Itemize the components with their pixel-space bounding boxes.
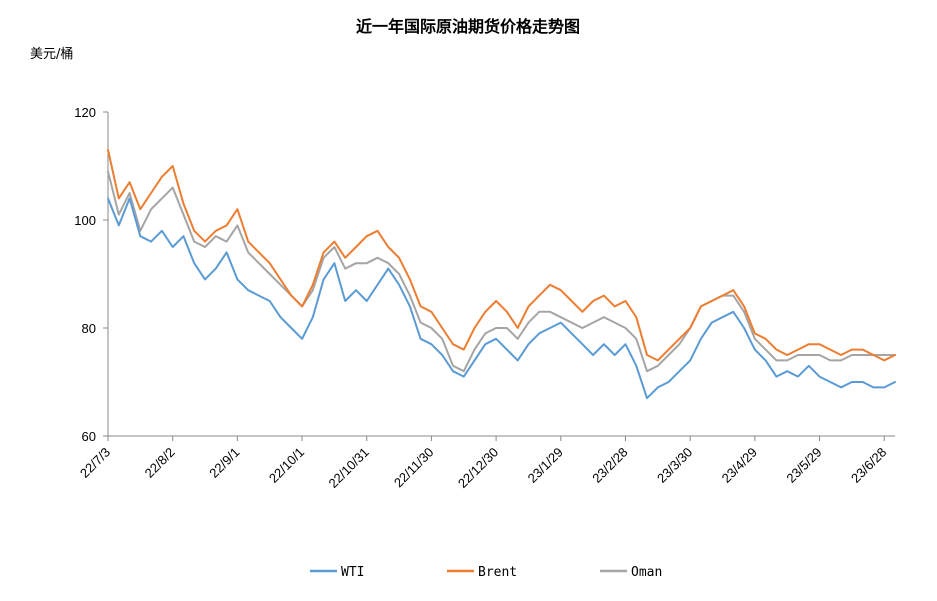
series-line-oman: [107, 170, 896, 373]
legend: WTI Brent Oman: [310, 565, 662, 580]
y-axis-unit-label: 美元/桶: [30, 47, 73, 62]
legend-label-brent: Brent: [478, 565, 517, 580]
x-tick-label-11: 23/5/29: [783, 445, 824, 486]
y-tick-label-3: 120: [74, 105, 96, 120]
x-tick-label-12: 23/6/28: [848, 445, 889, 486]
y-tick-label-1: 80: [82, 321, 96, 336]
y-tick-label-2: 100: [74, 213, 96, 228]
chart-title: 近一年国际原油期货价格走势图: [356, 17, 580, 36]
x-tick-label-0: 22/7/3: [77, 445, 113, 481]
x-tick-label-4: 22/10/31: [325, 445, 371, 491]
legend-label-wti: WTI: [341, 565, 364, 580]
x-tick-label-7: 23/1/29: [525, 445, 566, 486]
x-tick-label-3: 22/10/1: [266, 445, 307, 486]
x-tick-label-6: 22/12/30: [455, 445, 501, 491]
y-tick-label-0: 60: [82, 429, 96, 444]
series-line-brent: [107, 148, 896, 362]
x-tick-label-1: 22/8/2: [142, 445, 178, 481]
x-tick-label-5: 22/11/30: [391, 445, 437, 491]
x-tick-label-8: 23/2/28: [589, 445, 630, 486]
x-tick-label-9: 23/3/30: [654, 445, 695, 486]
plot-area: 60 80 100 120 22/7/3 22/8/2 22/9/1 22/10/1 22/10…: [74, 105, 896, 491]
x-tick-label-2: 22/9/1: [206, 445, 242, 481]
series-line-wti: [107, 197, 896, 400]
x-tick-label-10: 23/4/29: [719, 445, 760, 486]
legend-label-oman: Oman: [631, 565, 662, 580]
